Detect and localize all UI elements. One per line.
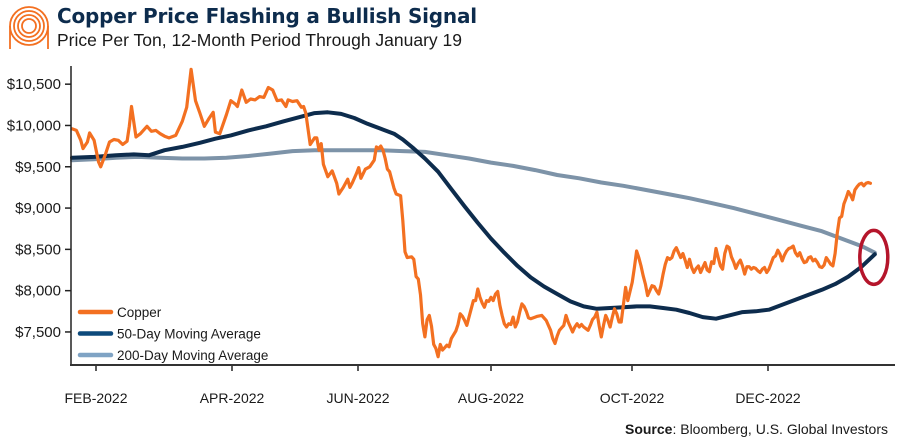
x-tick-label: JUN-2022 [326, 390, 389, 406]
chart-subtitle: Price Per Ton, 12-Month Period Through J… [57, 30, 463, 50]
y-tick-label: $10,500 [7, 76, 61, 93]
y-tick-label: $8,500 [15, 241, 61, 258]
y-tick-label: $7,500 [15, 324, 61, 341]
x-tick-label: APR-2022 [200, 390, 265, 406]
series-group [70, 67, 877, 359]
x-tick-label: AUG-2022 [458, 390, 524, 406]
x-axis-ticks: FEB-2022 APR-2022 JUN-2022 AUG-2022 OCT-2022… [64, 365, 801, 406]
series-line-200-day-moving-average [70, 148, 877, 255]
y-axis-ticks: $7,500 $8,000 $8,500 $9,000 $9,500 $10,000 $10… [7, 76, 71, 341]
legend-label: 200-Day Moving Average [117, 348, 268, 363]
source-note: Source: Bloomberg, U.S. Global Investors [625, 421, 888, 437]
x-tick-label: DEC-2022 [735, 390, 801, 406]
chart-title: Copper Price Flashing a Bullish Signal [57, 4, 477, 28]
series-line-50-day-moving-average [70, 110, 877, 321]
y-tick-label: $9,500 [15, 159, 61, 176]
series-line-copper [70, 67, 872, 359]
x-tick-label: FEB-2022 [64, 390, 127, 406]
y-tick-label: $10,000 [7, 117, 61, 134]
source-text: : Bloomberg, U.S. Global Investors [672, 421, 888, 437]
x-tick-label: OCT-2022 [600, 390, 665, 406]
chart-header: Copper Price Flashing a Bullish Signal P… [0, 0, 900, 58]
y-tick-label: $9,000 [15, 200, 61, 217]
crossover-highlight-circle [858, 228, 890, 287]
legend-label: 50-Day Moving Average [117, 327, 261, 342]
y-tick-label: $8,000 [15, 283, 61, 300]
legend: Copper 50-Day Moving Average 200-Day Movin… [77, 305, 268, 363]
legend-label: Copper [117, 305, 162, 320]
source-label: Source [624, 421, 673, 437]
copper-coil-icon [9, 6, 49, 49]
